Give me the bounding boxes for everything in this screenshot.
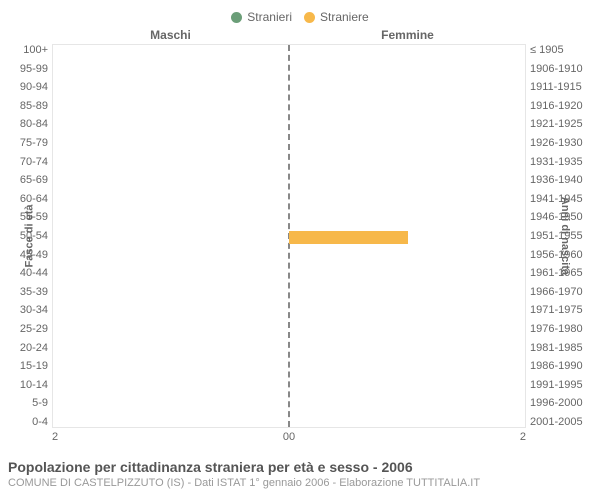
y-tick-left: 0-4 — [8, 416, 48, 428]
column-headers: Maschi Femmine — [8, 28, 592, 42]
y-tick-right: 1966-1970 — [530, 286, 592, 298]
y-tick-right: 1921-1925 — [530, 118, 592, 130]
y-tick-left: 95-99 — [8, 63, 48, 75]
plot-half-left — [52, 45, 289, 427]
x-tick: 2 — [52, 431, 58, 443]
y-tick-left: 10-14 — [8, 379, 48, 391]
legend-label-male: Stranieri — [247, 10, 292, 24]
chart-title: Popolazione per cittadinanza straniera p… — [8, 459, 592, 475]
y-tick-right: 2001-2005 — [530, 416, 592, 428]
y-tick-right: 1931-1935 — [530, 156, 592, 168]
y-tick-left: 80-84 — [8, 118, 48, 130]
y-tick-left: 5-9 — [8, 397, 48, 409]
y-tick-left: 15-19 — [8, 360, 48, 372]
y-tick-left: 20-24 — [8, 342, 48, 354]
legend-label-female: Straniere — [320, 10, 369, 24]
bar-female — [289, 231, 408, 244]
y-tick-right: 1906-1910 — [530, 63, 592, 75]
y-tick-right: 1986-1990 — [530, 360, 592, 372]
column-header-left: Maschi — [52, 28, 289, 42]
plot — [52, 44, 526, 428]
legend: Stranieri Straniere — [8, 10, 592, 24]
y-tick-left: 30-34 — [8, 304, 48, 316]
legend-dot-female — [304, 12, 315, 23]
y-tick-left: 40-44 — [8, 267, 48, 279]
y-tick-left: 75-79 — [8, 137, 48, 149]
y-tick-right: 1926-1930 — [530, 137, 592, 149]
y-tick-right: 1981-1985 — [530, 342, 592, 354]
chart-subtitle: COMUNE DI CASTELPIZZUTO (IS) - Dati ISTA… — [8, 477, 592, 489]
y-tick-left: 65-69 — [8, 174, 48, 186]
y-tick-right: 1976-1980 — [530, 323, 592, 335]
y-tick-left: 35-39 — [8, 286, 48, 298]
x-tick: 0 — [289, 431, 295, 443]
y-tick-left: 60-64 — [8, 193, 48, 205]
y-tick-left: 100+ — [8, 44, 48, 56]
y-tick-right: 1991-1995 — [530, 379, 592, 391]
chart-area: Fasce di età Anni di nascita 100+ 95-99 90… — [8, 44, 592, 428]
y-tick-right: 1911-1915 — [530, 81, 592, 93]
legend-item-female: Straniere — [304, 10, 369, 24]
legend-dot-male — [231, 12, 242, 23]
x-axis-right: 02 — [289, 431, 526, 443]
column-header-right: Femmine — [289, 28, 526, 42]
y-tick-right: 1971-1975 — [530, 304, 592, 316]
y-tick-left: 85-89 — [8, 100, 48, 112]
y-tick-left: 25-29 — [8, 323, 48, 335]
y-tick-left: 90-94 — [8, 81, 48, 93]
y-tick-right: ≤ 1905 — [530, 44, 592, 56]
y-tick-right: 1936-1940 — [530, 174, 592, 186]
x-axis: 20 02 — [8, 431, 592, 443]
y-tick-right: 1916-1920 — [530, 100, 592, 112]
x-axis-left: 20 — [52, 431, 289, 443]
y-axis-label-right: Anni di nascita — [559, 197, 571, 275]
y-tick-left: 70-74 — [8, 156, 48, 168]
legend-item-male: Stranieri — [231, 10, 292, 24]
y-axis-label-left: Fasce di età — [23, 205, 35, 268]
y-tick-right: 1996-2000 — [530, 397, 592, 409]
x-tick: 2 — [520, 431, 526, 443]
